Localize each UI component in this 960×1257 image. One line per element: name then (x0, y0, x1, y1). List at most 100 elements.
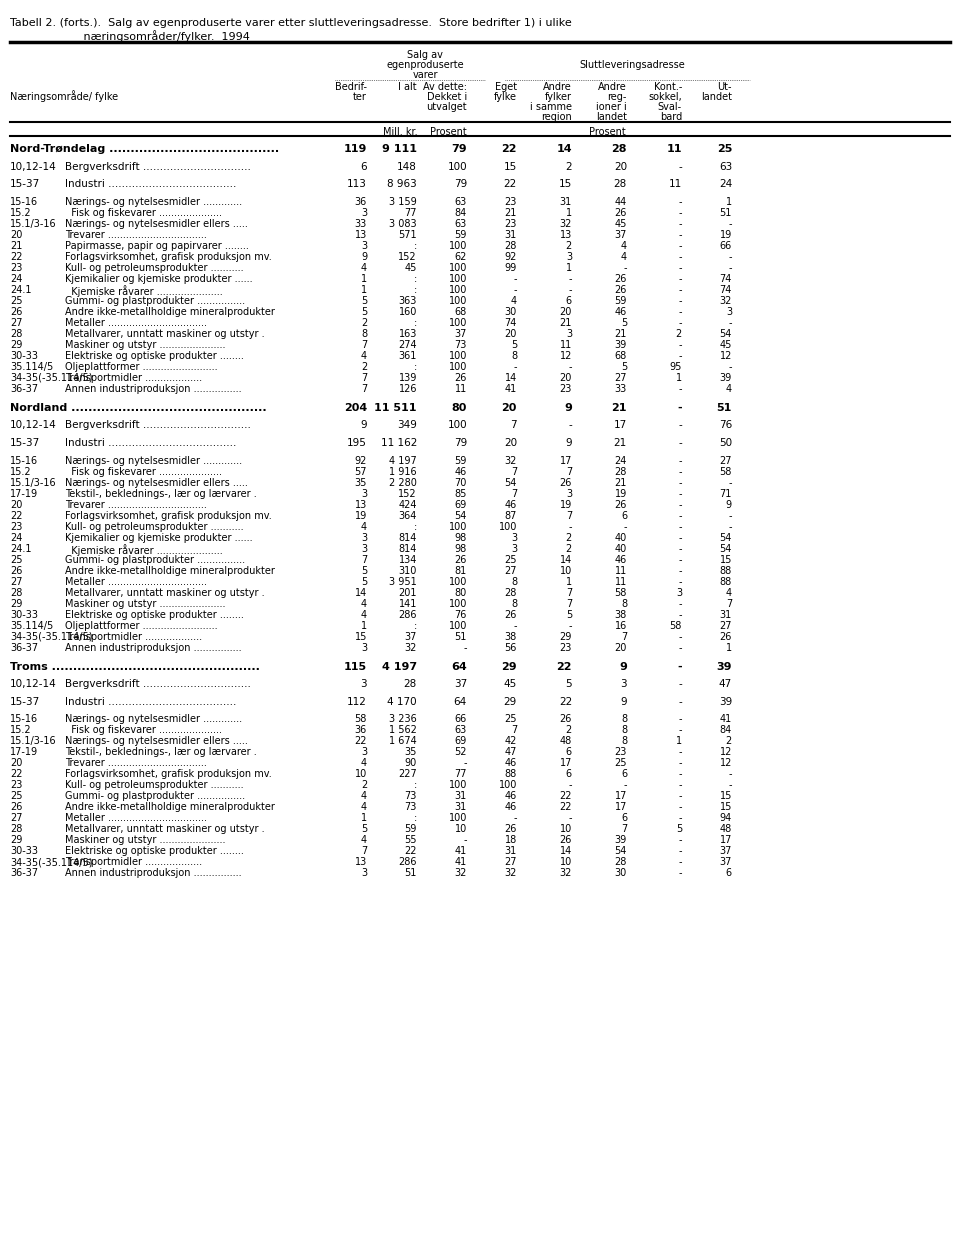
Text: -: - (679, 522, 682, 532)
Text: 46: 46 (505, 758, 517, 768)
Text: Andre: Andre (543, 82, 572, 92)
Text: 15: 15 (504, 162, 517, 172)
Text: 46: 46 (505, 499, 517, 509)
Text: 25: 25 (10, 792, 22, 802)
Text: -: - (679, 696, 682, 706)
Text: 8: 8 (621, 725, 627, 735)
Text: 28: 28 (614, 857, 627, 867)
Text: 2: 2 (361, 362, 367, 372)
Text: 286: 286 (398, 610, 417, 620)
Text: 28: 28 (10, 825, 22, 835)
Text: reg-: reg- (608, 92, 627, 102)
Text: 20: 20 (560, 307, 572, 317)
Text: -: - (514, 813, 517, 823)
Text: Nærings- og nytelsesmidler ellers .....: Nærings- og nytelsesmidler ellers ..... (65, 737, 248, 747)
Text: Tekstil-, beklednings-, lær og lærvarer .: Tekstil-, beklednings-, lær og lærvarer … (65, 489, 256, 499)
Text: 14: 14 (560, 846, 572, 856)
Text: 152: 152 (398, 489, 417, 499)
Text: 6: 6 (565, 769, 572, 779)
Text: 5: 5 (361, 295, 367, 305)
Text: -: - (679, 295, 682, 305)
Text: -: - (729, 362, 732, 372)
Text: 227: 227 (398, 769, 417, 779)
Text: 23: 23 (560, 642, 572, 652)
Text: 39: 39 (614, 836, 627, 846)
Text: 7: 7 (511, 725, 517, 735)
Text: 79: 79 (451, 145, 467, 155)
Text: 25: 25 (614, 758, 627, 768)
Text: 36-37: 36-37 (10, 869, 38, 879)
Text: -: - (679, 577, 682, 587)
Text: -: - (679, 769, 682, 779)
Text: 5: 5 (565, 610, 572, 620)
Text: Dekket i: Dekket i (427, 92, 467, 102)
Text: 22: 22 (354, 737, 367, 747)
Text: 7: 7 (726, 598, 732, 608)
Text: 3 951: 3 951 (389, 577, 417, 587)
Text: 2 280: 2 280 (389, 478, 417, 488)
Text: 17: 17 (560, 455, 572, 465)
Text: Forlagsvirksomhet, grafisk produksjon mv.: Forlagsvirksomhet, grafisk produksjon mv… (65, 251, 272, 261)
Text: I alt: I alt (398, 82, 417, 92)
Text: 5: 5 (676, 825, 682, 835)
Text: 112: 112 (348, 696, 367, 706)
Text: 26: 26 (560, 836, 572, 846)
Text: 7: 7 (511, 420, 517, 430)
Text: 2: 2 (565, 533, 572, 543)
Text: 15-37: 15-37 (10, 437, 40, 447)
Text: Andre: Andre (598, 82, 627, 92)
Text: -: - (623, 263, 627, 273)
Text: -: - (729, 263, 732, 273)
Text: 22: 22 (559, 696, 572, 706)
Text: -: - (568, 781, 572, 791)
Text: 2: 2 (565, 162, 572, 172)
Text: 3: 3 (361, 533, 367, 543)
Text: 13: 13 (355, 857, 367, 867)
Text: 310: 310 (398, 566, 417, 576)
Text: 1: 1 (361, 285, 367, 295)
Text: 10,12-14: 10,12-14 (10, 162, 57, 172)
Text: 13: 13 (355, 499, 367, 509)
Text: 68: 68 (455, 307, 467, 317)
Text: 119: 119 (344, 145, 367, 155)
Text: 16: 16 (614, 621, 627, 631)
Text: 73: 73 (404, 802, 417, 812)
Text: 100: 100 (448, 598, 467, 608)
Text: 57: 57 (354, 466, 367, 476)
Text: 26: 26 (10, 566, 22, 576)
Text: 6: 6 (726, 869, 732, 879)
Text: 3 236: 3 236 (389, 714, 417, 724)
Text: -: - (679, 162, 682, 172)
Text: 7: 7 (565, 466, 572, 476)
Text: næringsområder/fylker.  1994: næringsområder/fylker. 1994 (10, 30, 250, 41)
Text: 7: 7 (361, 339, 367, 349)
Text: -: - (679, 383, 682, 393)
Text: 11: 11 (614, 566, 627, 576)
Text: Fisk og fiskevarer .....................: Fisk og fiskevarer ..................... (65, 207, 222, 217)
Text: 15-16: 15-16 (10, 197, 38, 207)
Text: 24: 24 (719, 180, 732, 190)
Text: Troms .................................................: Troms ..................................… (10, 661, 260, 671)
Text: 1 916: 1 916 (390, 466, 417, 476)
Text: Maskiner og utstyr ......................: Maskiner og utstyr .....................… (65, 836, 226, 846)
Text: 38: 38 (614, 610, 627, 620)
Text: 29: 29 (504, 696, 517, 706)
Text: 3 159: 3 159 (389, 197, 417, 207)
Text: Nord-Trøndelag ........................................: Nord-Trøndelag .........................… (10, 145, 279, 155)
Text: bard: bard (660, 112, 682, 122)
Text: 100: 100 (448, 295, 467, 305)
Text: 21: 21 (614, 478, 627, 488)
Text: 8: 8 (621, 714, 627, 724)
Text: 28: 28 (10, 329, 22, 339)
Text: Maskiner og utstyr ......................: Maskiner og utstyr .....................… (65, 339, 226, 349)
Text: 1: 1 (726, 642, 732, 652)
Text: egenproduserte: egenproduserte (386, 60, 464, 70)
Text: 50: 50 (719, 437, 732, 447)
Text: 21: 21 (612, 402, 627, 412)
Text: 10: 10 (455, 825, 467, 835)
Text: 814: 814 (398, 543, 417, 553)
Text: 2: 2 (565, 543, 572, 553)
Text: -: - (679, 725, 682, 735)
Text: 88: 88 (720, 577, 732, 587)
Text: 88: 88 (720, 566, 732, 576)
